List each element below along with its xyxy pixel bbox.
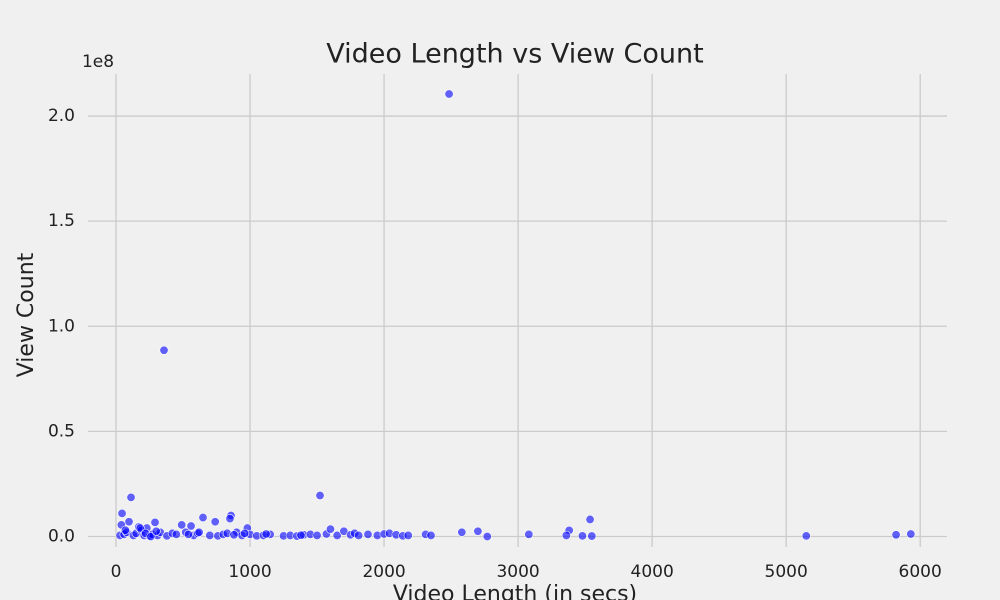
point xyxy=(261,529,271,539)
point xyxy=(150,517,160,527)
point xyxy=(146,531,156,541)
point xyxy=(561,530,571,540)
point xyxy=(585,514,595,524)
grid xyxy=(88,74,947,547)
point xyxy=(315,490,325,500)
point xyxy=(135,523,145,533)
x-tick-label: 1000 xyxy=(228,562,271,582)
point xyxy=(117,508,127,518)
point xyxy=(124,517,134,527)
point xyxy=(194,527,204,537)
y-offset-label: 1e8 xyxy=(82,52,114,72)
point xyxy=(229,530,239,540)
point xyxy=(426,530,436,540)
x-tick-label: 5000 xyxy=(765,562,808,582)
point xyxy=(312,530,322,540)
chart-title: Video Length vs View Count xyxy=(326,39,703,70)
point xyxy=(183,529,193,539)
point xyxy=(524,529,534,539)
x-tick-label: 2000 xyxy=(362,562,405,582)
x-tick-label: 4000 xyxy=(631,562,674,582)
point xyxy=(240,528,250,538)
y-tick-label: 1.5 xyxy=(48,211,75,231)
point xyxy=(151,526,161,536)
y-tick-label: 1.0 xyxy=(48,316,75,336)
point xyxy=(403,530,413,540)
point xyxy=(906,529,916,539)
x-tick-label: 0 xyxy=(111,562,122,582)
point xyxy=(473,526,483,536)
point xyxy=(332,530,342,540)
point xyxy=(457,527,467,537)
point xyxy=(198,513,208,523)
point xyxy=(210,517,220,527)
x-tick-label: 3000 xyxy=(496,562,539,582)
point xyxy=(444,89,454,99)
x-axis-label: Video Length (in secs) xyxy=(393,582,637,600)
point xyxy=(577,531,587,541)
point xyxy=(363,529,373,539)
point xyxy=(354,530,364,540)
point xyxy=(296,530,306,540)
point xyxy=(120,525,130,535)
point xyxy=(205,530,215,540)
point xyxy=(177,520,187,530)
y-axis-label: View Count xyxy=(14,252,39,377)
point xyxy=(126,492,136,502)
point xyxy=(225,514,235,524)
points xyxy=(115,89,916,541)
y-tick-label: 2.0 xyxy=(48,106,75,126)
point xyxy=(159,345,169,355)
point xyxy=(186,521,196,531)
y-tick-label: 0.0 xyxy=(48,526,75,546)
y-tick-label: 0.5 xyxy=(48,421,75,441)
x-tick-label: 6000 xyxy=(899,562,942,582)
point xyxy=(587,531,597,541)
point xyxy=(482,531,492,541)
point xyxy=(801,531,811,541)
point xyxy=(891,530,901,540)
point xyxy=(171,529,181,539)
point xyxy=(325,524,335,534)
